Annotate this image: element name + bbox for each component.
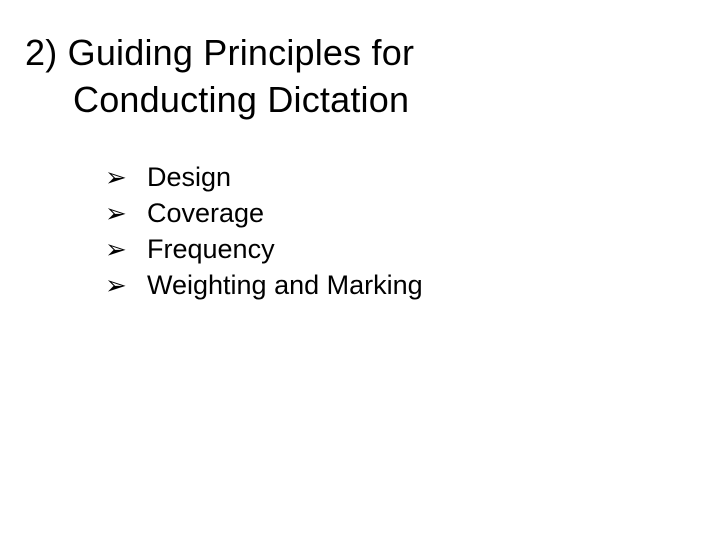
slide-title-block: 2) Guiding Principles for Conducting Dic…	[25, 30, 695, 124]
arrow-bullet-icon: ➢	[105, 270, 147, 301]
list-item: ➢ Weighting and Marking	[105, 270, 695, 301]
bullet-text: Coverage	[147, 198, 264, 229]
bullet-list: ➢ Design ➢ Coverage ➢ Frequency ➢ Weight…	[25, 162, 695, 301]
title-line-1: 2) Guiding Principles for	[25, 30, 695, 77]
bullet-text: Frequency	[147, 234, 275, 265]
arrow-bullet-icon: ➢	[105, 198, 147, 229]
title-line-2: Conducting Dictation	[25, 77, 695, 124]
list-item: ➢ Coverage	[105, 198, 695, 229]
bullet-text: Design	[147, 162, 231, 193]
bullet-text: Weighting and Marking	[147, 270, 423, 301]
list-item: ➢ Frequency	[105, 234, 695, 265]
list-item: ➢ Design	[105, 162, 695, 193]
arrow-bullet-icon: ➢	[105, 234, 147, 265]
arrow-bullet-icon: ➢	[105, 162, 147, 193]
